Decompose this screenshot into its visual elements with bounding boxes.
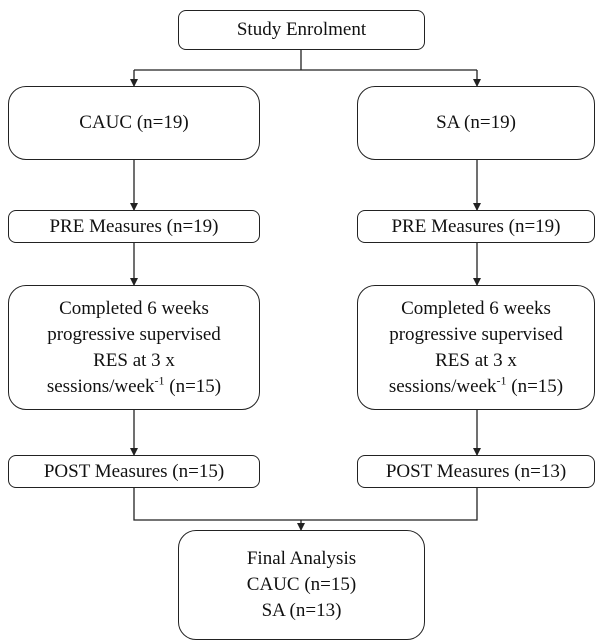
box-line: Study Enrolment	[236, 19, 367, 40]
box-line: SA (n=13)	[261, 600, 342, 621]
flow-box: CAUC (n=19)	[8, 86, 260, 160]
arrows	[130, 50, 481, 531]
box-line: RES at 3 x	[435, 349, 517, 371]
box-line: CAUC (n=15)	[246, 574, 357, 595]
flow-box: Completed 6 weeks progressive supervised R…	[357, 285, 595, 410]
line-text: sessions/week	[388, 375, 497, 397]
flow-box: POST Measures (n=13)	[357, 455, 595, 488]
flow-box: SA (n=19)	[357, 86, 595, 160]
flow-box: POST Measures (n=15)	[8, 455, 260, 488]
box-line: PRE Measures (n=19)	[49, 215, 219, 237]
box-line: sessions/week-1 (n=15)	[389, 374, 563, 400]
split-line	[134, 50, 477, 71]
superscript: -1	[496, 373, 507, 388]
superscript: -1	[154, 373, 165, 388]
box-line: Completed 6 weeks	[59, 297, 209, 319]
box-line: CAUC (n=19)	[79, 112, 189, 133]
flow-box: Study Enrolment	[178, 10, 425, 50]
box-line: Final Analysis	[246, 548, 357, 569]
box-line: sessions/week-1 (n=15)	[47, 374, 221, 400]
box-line: RES at 3 x	[93, 349, 175, 371]
box-line: progressive supervised	[47, 323, 221, 345]
line-text: sessions/week	[46, 375, 155, 397]
line-text: (n=15)	[506, 375, 564, 397]
merge-line	[133, 488, 478, 521]
box-line: POST Measures (n=15)	[43, 460, 225, 482]
box-line: SA (n=19)	[436, 112, 516, 133]
box-line: Completed 6 weeks	[401, 297, 551, 319]
line-text: (n=15)	[164, 375, 222, 397]
flow-box: PRE Measures (n=19)	[357, 210, 595, 243]
flow-box: Final Analysis CAUC (n=15) SA (n=13)	[178, 530, 425, 640]
box-line: POST Measures (n=13)	[385, 460, 567, 482]
box-line: progressive supervised	[389, 323, 563, 345]
box-line: PRE Measures (n=19)	[391, 215, 561, 237]
flow-box: Completed 6 weeks progressive supervised R…	[8, 285, 260, 410]
flow-box: PRE Measures (n=19)	[8, 210, 260, 243]
